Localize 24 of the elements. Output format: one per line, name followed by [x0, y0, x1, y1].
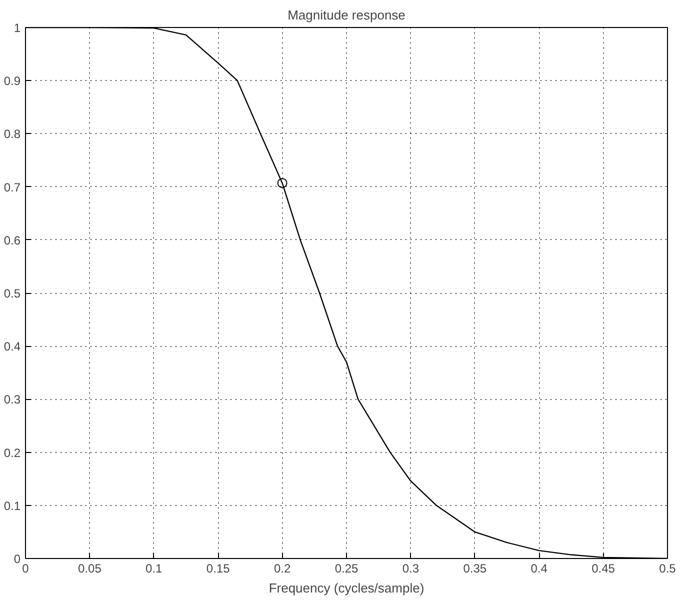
y-tick-label: 0.6 — [4, 233, 21, 248]
x-tick-label: 0.4 — [530, 562, 548, 576]
x-tick-label: 0.3 — [402, 562, 420, 576]
y-tick-label: 0.8 — [4, 127, 21, 142]
x-tick-label: 0.1 — [146, 562, 163, 576]
y-tick-label: 0.4 — [4, 340, 21, 354]
x-tick-label: 0.35 — [463, 562, 487, 576]
y-tick-label: 0.3 — [4, 392, 21, 407]
y-tick-label: 1 — [14, 21, 21, 35]
x-tick-label: 0 — [22, 562, 30, 576]
x-tick-label: 0.15 — [206, 562, 230, 576]
y-tick-label: 0 — [14, 552, 21, 566]
y-tick-label: 0.1 — [4, 498, 21, 513]
x-tick-label: 0.45 — [592, 562, 616, 576]
chart-title: Magnitude response — [288, 8, 406, 22]
x-tick-label: 0.25 — [334, 562, 359, 576]
y-tick-label: 0.7 — [4, 180, 21, 194]
y-tick-label: 0.2 — [4, 446, 21, 460]
x-tick-label: 0.2 — [274, 562, 291, 576]
y-tick-label: 0.9 — [4, 74, 21, 88]
x-axis-title: Frequency (cycles/sample) — [268, 580, 424, 596]
x-tick-label: 0.5 — [659, 562, 676, 576]
x-tick-label: 0.05 — [78, 562, 102, 576]
y-tick-label: 0.5 — [4, 286, 21, 300]
